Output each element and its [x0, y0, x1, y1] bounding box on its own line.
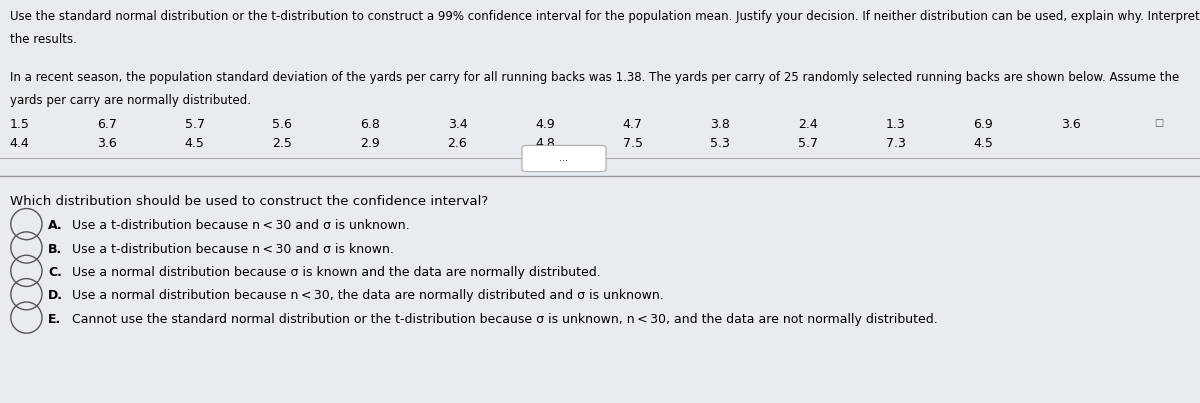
Text: A.: A.: [48, 219, 62, 232]
Text: ...: ...: [559, 154, 569, 164]
Text: 3.4: 3.4: [448, 118, 467, 131]
Text: Use a t-distribution because n < 30 and σ is known.: Use a t-distribution because n < 30 and …: [72, 243, 394, 256]
Text: 5.7: 5.7: [185, 118, 205, 131]
Text: 4.5: 4.5: [973, 137, 994, 150]
Text: 4.9: 4.9: [535, 118, 554, 131]
Text: the results.: the results.: [10, 33, 77, 46]
Text: 3.8: 3.8: [710, 118, 731, 131]
Text: B.: B.: [48, 243, 62, 256]
Text: 5.3: 5.3: [710, 137, 731, 150]
Text: 2.9: 2.9: [360, 137, 379, 150]
FancyBboxPatch shape: [522, 145, 606, 172]
Text: E.: E.: [48, 313, 61, 326]
Text: 4.5: 4.5: [185, 137, 205, 150]
Text: 6.9: 6.9: [973, 118, 992, 131]
Text: 6.8: 6.8: [360, 118, 380, 131]
Text: 1.3: 1.3: [886, 118, 905, 131]
Text: yards per carry are normally distributed.: yards per carry are normally distributed…: [10, 94, 251, 107]
Text: 6.7: 6.7: [97, 118, 118, 131]
Text: In a recent season, the population standard deviation of the yards per carry for: In a recent season, the population stand…: [10, 71, 1178, 84]
Text: 2.5: 2.5: [272, 137, 293, 150]
Text: 2.6: 2.6: [448, 137, 467, 150]
Text: D.: D.: [48, 289, 64, 302]
Text: 4.7: 4.7: [623, 118, 643, 131]
Text: □: □: [1154, 118, 1164, 128]
Text: 5.7: 5.7: [798, 137, 818, 150]
Text: Use the standard normal distribution or the t-distribution to construct a 99% co: Use the standard normal distribution or …: [10, 10, 1199, 23]
Text: 2.4: 2.4: [798, 118, 817, 131]
Text: 5.6: 5.6: [272, 118, 293, 131]
Text: 7.5: 7.5: [623, 137, 643, 150]
Text: C.: C.: [48, 266, 62, 279]
Text: 4.4: 4.4: [10, 137, 29, 150]
Text: Use a t-distribution because n < 30 and σ is unknown.: Use a t-distribution because n < 30 and …: [72, 219, 409, 232]
Text: 4.8: 4.8: [535, 137, 556, 150]
Text: Use a normal distribution because n < 30, the data are normally distributed and : Use a normal distribution because n < 30…: [72, 289, 664, 302]
Text: Cannot use the standard normal distribution or the t-distribution because σ is u: Cannot use the standard normal distribut…: [72, 313, 937, 326]
Text: 3.6: 3.6: [97, 137, 116, 150]
Text: 1.5: 1.5: [10, 118, 30, 131]
Text: 3.6: 3.6: [1061, 118, 1080, 131]
Text: Use a normal distribution because σ is known and the data are normally distribut: Use a normal distribution because σ is k…: [72, 266, 601, 279]
Text: Which distribution should be used to construct the confidence interval?: Which distribution should be used to con…: [10, 195, 488, 208]
Text: 7.3: 7.3: [886, 137, 906, 150]
